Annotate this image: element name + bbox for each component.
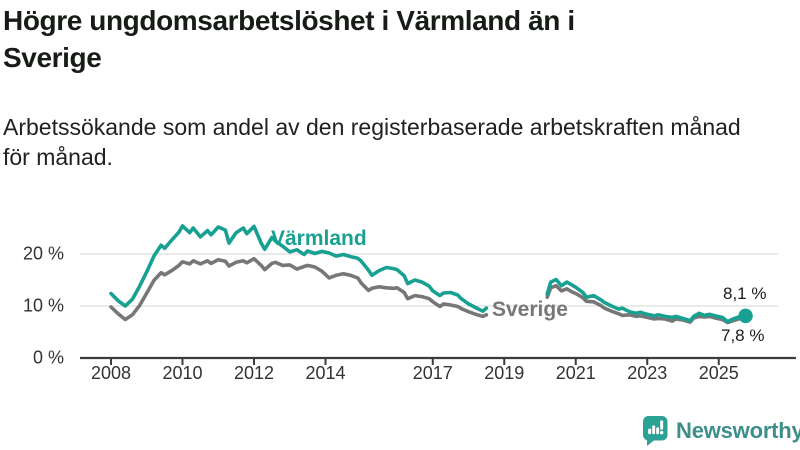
newsworthy-logo[interactable]: Newsworthy xyxy=(642,414,800,447)
chart-subtitle: Arbetssökande som andel av den registerb… xyxy=(3,112,741,172)
varmland-line xyxy=(109,224,489,314)
newsworthy-brand-text: Newsworthy xyxy=(676,417,800,443)
page-title-line1: Högre ungdomsarbetslöshet i Värmland än … xyxy=(3,5,575,36)
series-end-dot xyxy=(738,308,753,324)
x-tick-label: 2008 xyxy=(90,363,132,383)
series-label-sverige: Sverige xyxy=(492,298,568,321)
x-tick-label: 2010 xyxy=(162,363,203,383)
x-tick-label: 2023 xyxy=(627,363,668,383)
page-title: Högre ungdomsarbetslöshet i Värmland än … xyxy=(3,2,575,76)
x-tick-label: 2021 xyxy=(555,363,596,383)
x-tick-label: 2019 xyxy=(484,363,525,383)
sverige-line xyxy=(545,283,748,325)
chart-subtitle-line1: Arbetssökande som andel av den registerb… xyxy=(3,114,741,140)
varmland-line xyxy=(545,277,748,324)
y-tick-label: 20 % xyxy=(22,243,64,264)
end-value-label-sverige: 7,8 % xyxy=(721,326,765,345)
series-label-varmland: Värmland xyxy=(271,227,367,250)
x-tick-label: 2025 xyxy=(698,363,739,383)
y-tick-label: 10 % xyxy=(22,295,64,316)
sverige-line xyxy=(109,256,489,322)
x-tick-label: 2017 xyxy=(412,363,453,383)
x-tick-label: 2012 xyxy=(233,363,275,383)
newsworthy-icon xyxy=(643,415,668,446)
y-tick-label: 0 % xyxy=(32,347,64,368)
page-title-line2: Sverige xyxy=(3,42,102,73)
x-tick-label: 2014 xyxy=(305,363,346,383)
chart-subtitle-line2: för månad. xyxy=(3,144,113,170)
end-value-label-varmland: 8,1 % xyxy=(723,284,767,303)
